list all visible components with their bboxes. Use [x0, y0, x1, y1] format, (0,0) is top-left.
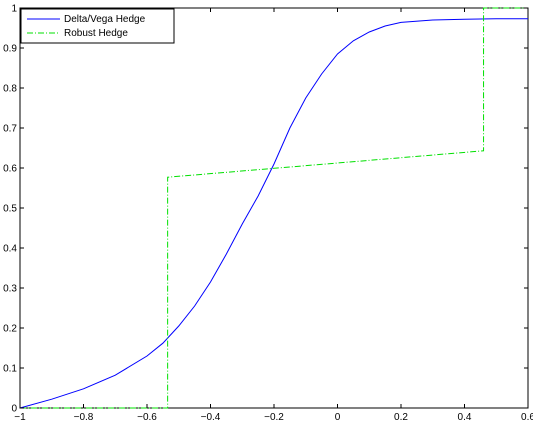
x-tick-label: 0.6: [521, 412, 533, 423]
x-tick-label: 0.2: [394, 412, 408, 423]
y-tick-label: 0.9: [3, 44, 17, 55]
x-tick-label: 0: [335, 412, 341, 423]
y-tick-label: 0.5: [3, 204, 17, 215]
x-tick-label: −0.8: [74, 412, 94, 423]
x-tick-label: −0.2: [264, 412, 284, 423]
y-tick-label: 0.7: [3, 124, 17, 135]
y-tick-label: 0.3: [3, 284, 17, 295]
legend: Delta/Vega Hedge Robust Hedge: [20, 8, 175, 44]
x-tick-label: −1: [14, 412, 26, 423]
x-tick-label: −0.4: [201, 412, 221, 423]
y-tick-label: 0: [11, 404, 17, 415]
x-tick-label: 0.4: [458, 412, 472, 423]
axis-layer: −1 −0.8 −0.6 −0.4 −0.2 0 0.2 0.4 0.6 0 0.1 0.2 0.3 0.…: [3, 4, 533, 424]
legend-label-delta-vega-hedge: Delta/Vega Hedge: [64, 14, 146, 25]
series-line-robust-hedge: [20, 7, 528, 409]
y-tick-label: 1: [11, 4, 17, 15]
series-line-delta-vega-hedge: [19, 18, 528, 409]
legend-label-robust-hedge: Robust Hedge: [64, 28, 128, 39]
y-tick-label: 0.2: [3, 324, 17, 335]
x-tick-label: −0.6: [137, 412, 157, 423]
y-tick-label: 0.4: [3, 244, 17, 255]
legend-box: [20, 8, 175, 44]
plot-area: [19, 7, 529, 409]
y-tick-label: 0.8: [3, 84, 17, 95]
y-tick-label: 0.6: [3, 164, 17, 175]
y-tick-label: 0.1: [3, 364, 17, 375]
series-layer: [19, 7, 528, 409]
